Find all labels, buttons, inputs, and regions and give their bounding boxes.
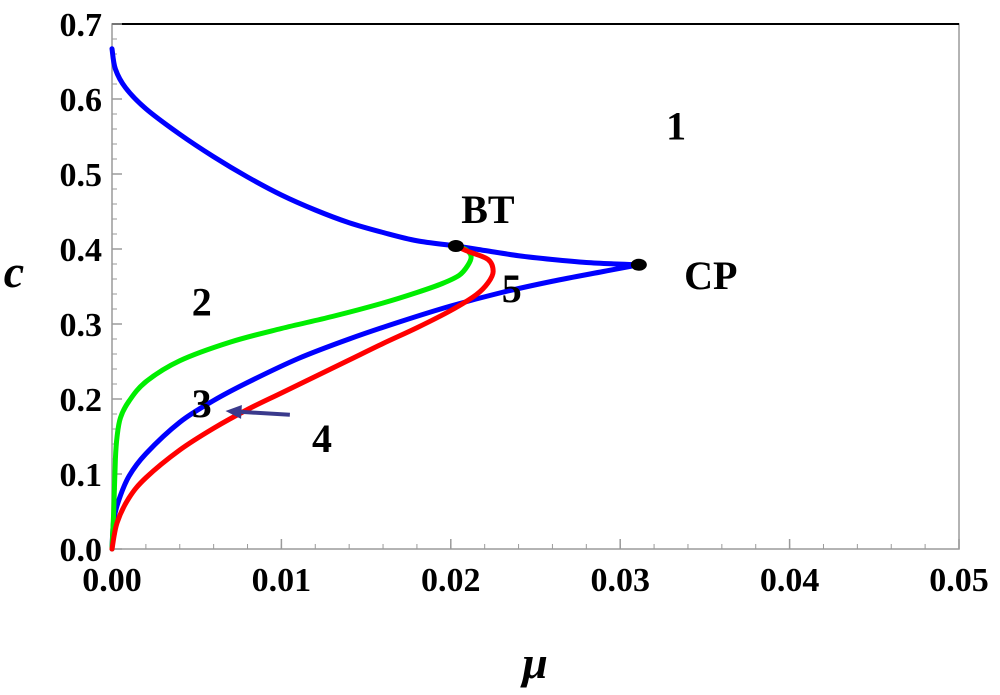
curve-0 xyxy=(109,46,642,268)
x-tick-label: 0.05 xyxy=(929,562,989,599)
arrow-shaft xyxy=(241,409,290,417)
region-label-2: 2 xyxy=(192,280,212,325)
point-bt-marker xyxy=(447,240,464,252)
x-tick-label: 0.01 xyxy=(252,562,312,599)
region-label-3: 3 xyxy=(192,381,212,426)
y-axis-title: c xyxy=(4,246,24,297)
x-tick-label: 0.03 xyxy=(590,562,650,599)
y-tick-label: 0.3 xyxy=(60,307,103,344)
curves-layer xyxy=(109,46,642,552)
point-bt-label: BT xyxy=(461,187,515,232)
region-label-5: 5 xyxy=(502,266,522,311)
x-axis-title: μ xyxy=(520,637,548,688)
y-tick-label: 0.4 xyxy=(60,232,103,269)
ticks-layer: 0.00 0.01 0.02 0.03 0.04 0.05 0.0 0.1 0.2 0.3 0.4 0… xyxy=(60,7,989,599)
y-tick-label: 0.7 xyxy=(60,7,103,44)
x-tick-label: 0.04 xyxy=(760,562,820,599)
arrow-head xyxy=(225,404,242,419)
x-tick-label: 0.02 xyxy=(421,562,481,599)
y-tick-label: 0.0 xyxy=(60,532,103,569)
region-label-1: 1 xyxy=(666,103,686,148)
annotations-layer: BT CP 1 2 3 4 5 xyxy=(192,103,738,461)
x-tick-label: 0.00 xyxy=(82,562,142,599)
region-label-4: 4 xyxy=(312,416,332,461)
point-cp-marker xyxy=(630,258,647,271)
curve-2 xyxy=(109,243,474,552)
y-tick-label: 0.2 xyxy=(60,382,103,419)
y-tick-label: 0.5 xyxy=(60,157,103,194)
point-cp-label: CP xyxy=(684,253,737,298)
curve-1 xyxy=(109,262,642,552)
y-tick-label: 0.6 xyxy=(60,82,103,119)
curve-3 xyxy=(109,243,496,552)
y-tick-label: 0.1 xyxy=(60,457,103,494)
